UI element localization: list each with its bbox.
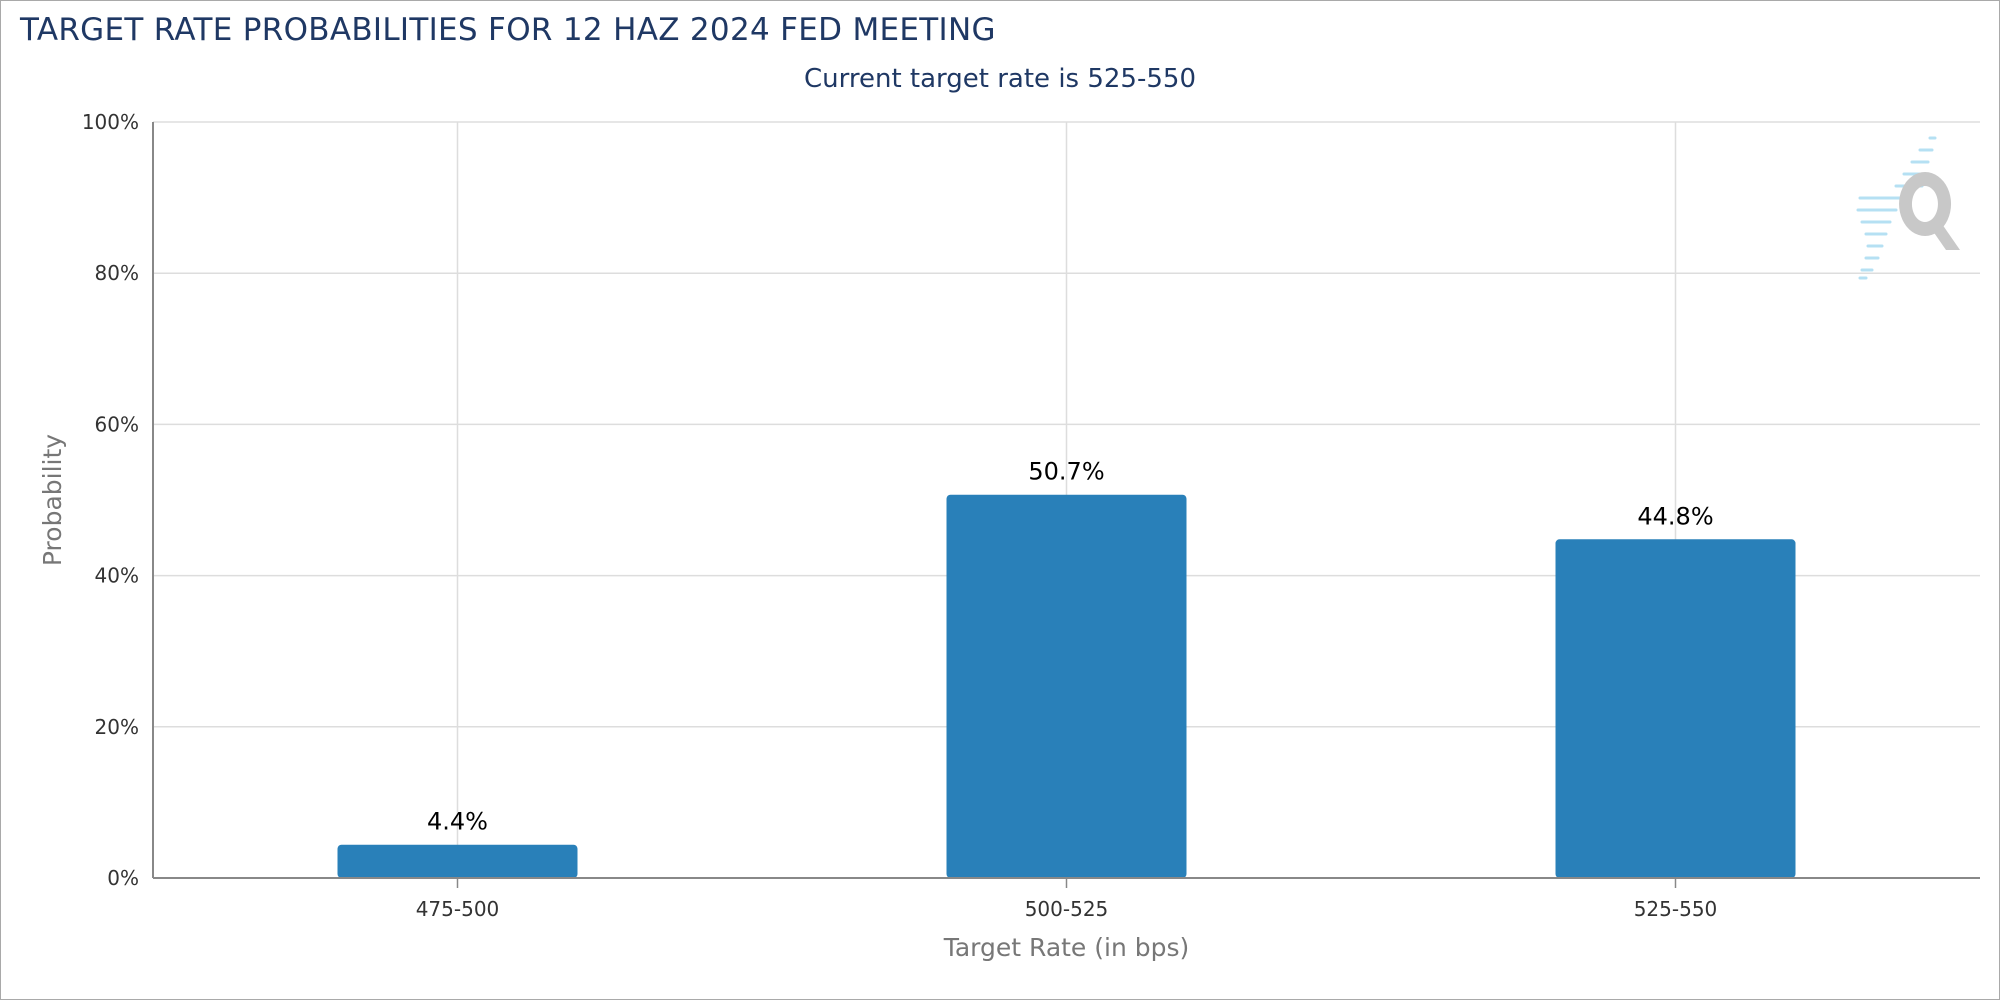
x-axis-ticks: 475-500 500-525 525-550: [416, 878, 1718, 921]
y-axis-ticks: 0% 20% 40% 60% 80% 100%: [82, 110, 139, 890]
bar-value-label: 44.8%: [1637, 502, 1713, 530]
watermark-logo: [1856, 136, 1960, 280]
y-tick-label: 40%: [95, 564, 139, 588]
bar-value-label: 4.4%: [427, 808, 488, 836]
bar-475-500: [337, 844, 578, 878]
y-tick-label: 60%: [95, 412, 139, 436]
y-tick-label: 0%: [107, 866, 139, 890]
x-tick-label: 475-500: [416, 897, 500, 921]
y-tick-label: 100%: [82, 110, 139, 134]
x-tick-label: 500-525: [1025, 897, 1109, 921]
chart-title: TARGET RATE PROBABILITIES FOR 12 HAZ 202…: [20, 12, 996, 48]
chart-subtitle: Current target rate is 525-550: [804, 64, 1196, 94]
y-tick-label: 20%: [95, 715, 139, 739]
bars: [337, 494, 1796, 878]
bar-525-550: [1555, 539, 1796, 878]
x-axis-title: Target Rate (in bps): [943, 933, 1190, 962]
y-tick-label: 80%: [95, 261, 139, 285]
bar-value-label: 50.7%: [1028, 458, 1104, 486]
data-labels: 4.4% 50.7% 44.8%: [427, 458, 1714, 836]
x-tick-label: 525-550: [1634, 897, 1718, 921]
y-axis-title: Probability: [38, 434, 67, 566]
bar-500-525: [946, 494, 1187, 878]
